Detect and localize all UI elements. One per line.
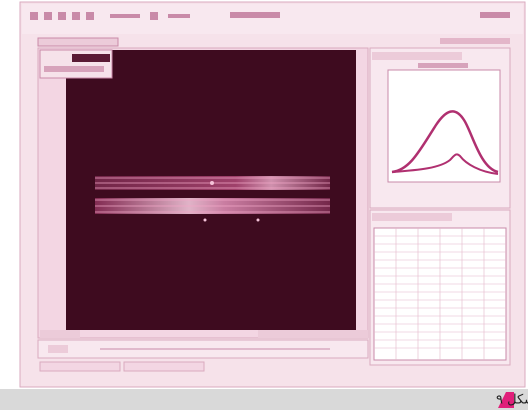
caption-bar (0, 389, 528, 410)
roi-handle[interactable] (204, 219, 207, 222)
roi-handle[interactable] (210, 181, 214, 185)
info-box (258, 330, 368, 338)
tool-icon[interactable] (72, 12, 80, 20)
plot-area (388, 70, 500, 182)
tool-icon[interactable] (110, 14, 140, 18)
tab[interactable] (124, 362, 204, 371)
zoom-box[interactable] (40, 330, 80, 338)
panel-header (372, 52, 462, 60)
plot-title (418, 63, 468, 68)
tab[interactable] (38, 38, 118, 46)
frame-box[interactable] (48, 345, 68, 353)
tool-icon[interactable] (86, 12, 94, 20)
figure-caption: شکل ۹ (496, 393, 528, 408)
status-text (440, 38, 510, 44)
tool-icon[interactable] (58, 12, 66, 20)
tool-icon[interactable] (150, 12, 158, 20)
layer-item[interactable] (44, 66, 104, 72)
tool-icon[interactable] (168, 14, 190, 18)
layer-item[interactable] (72, 54, 110, 62)
tool-icon[interactable] (230, 12, 280, 18)
tool-icon[interactable] (30, 12, 38, 20)
panel-header (372, 213, 452, 221)
screenshot-figure: شکل ۹ (0, 0, 528, 410)
tool-icon[interactable] (480, 12, 510, 18)
toolbar (22, 4, 523, 34)
tab[interactable] (40, 362, 120, 371)
tool-icon[interactable] (44, 12, 52, 20)
roi-handle[interactable] (257, 219, 260, 222)
